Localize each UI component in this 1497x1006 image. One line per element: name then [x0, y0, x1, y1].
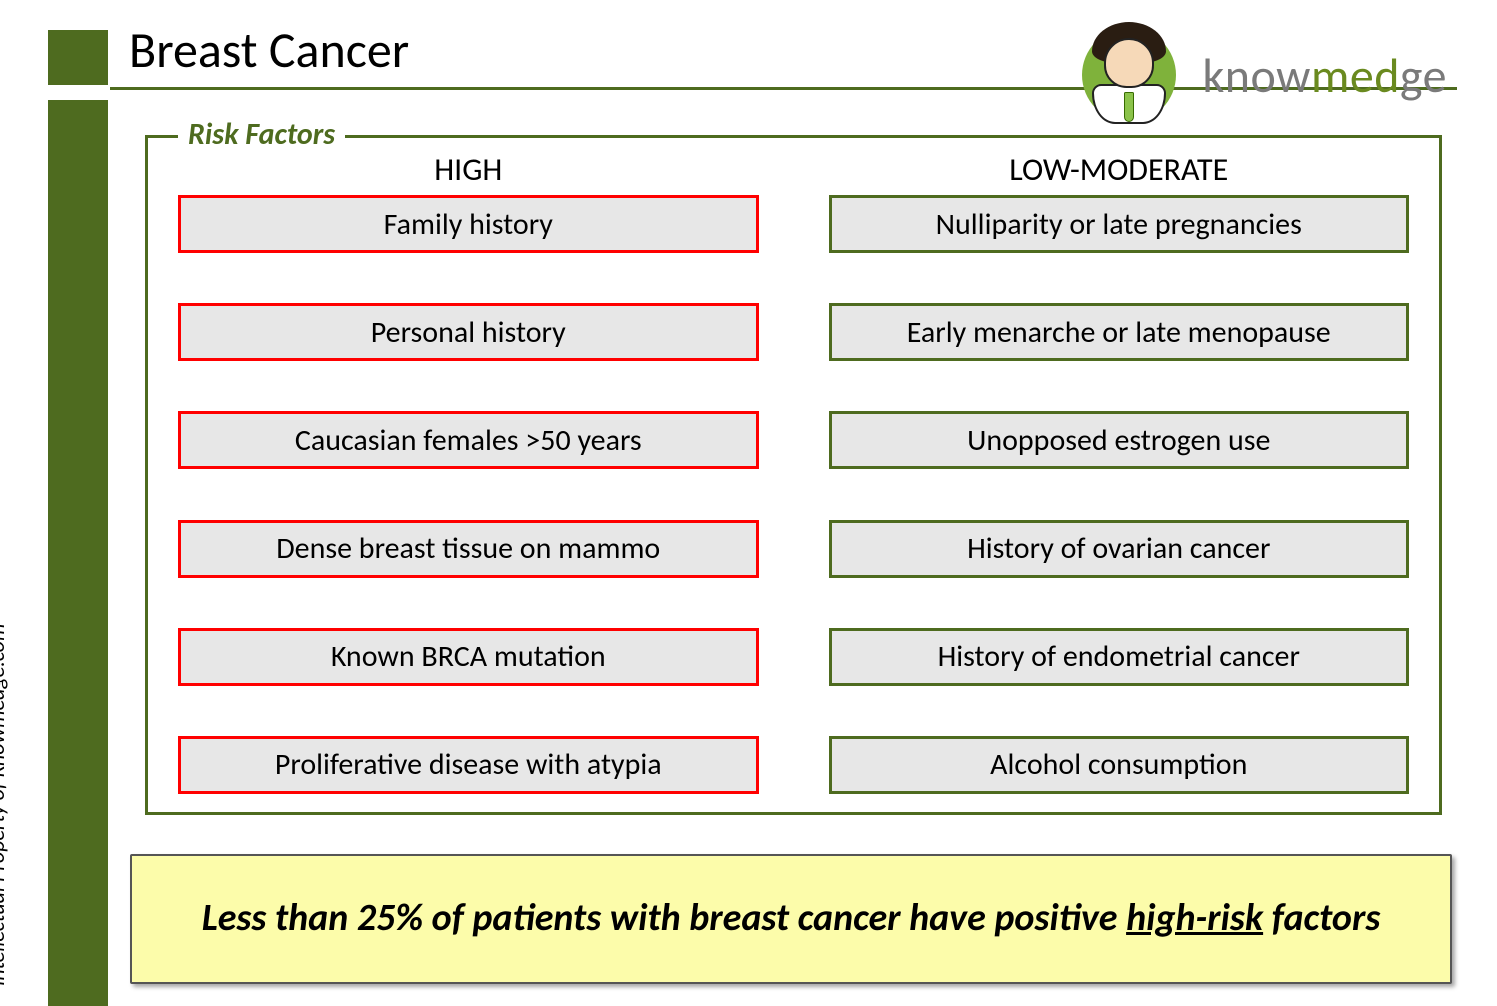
callout-text: Less than 25% of patients with breast ca… — [202, 895, 1381, 943]
low-risk-item: Nulliparity or late pregnancies — [829, 195, 1410, 253]
high-risk-item: Known BRCA mutation — [178, 628, 759, 686]
high-risk-item: Family history — [178, 195, 759, 253]
brand-part-3: ge — [1400, 46, 1447, 105]
copyright-text: Intellectual Property of Knowmedge.com — [0, 624, 10, 986]
low-risk-item: Alcohol consumption — [829, 736, 1410, 794]
high-risk-item: Proliferative disease with atypia — [178, 736, 759, 794]
callout-post: factors — [1263, 895, 1380, 941]
low-risk-item: History of ovarian cancer — [829, 520, 1410, 578]
summary-callout: Less than 25% of patients with breast ca… — [130, 854, 1452, 984]
rail-accent-bar — [48, 100, 108, 1006]
brand-part-1: know — [1202, 46, 1310, 105]
high-risk-column: HIGH Family history Personal history Cau… — [178, 150, 759, 794]
low-risk-item: Early menarche or late menopause — [829, 303, 1410, 361]
doctor-avatar-icon — [1074, 20, 1184, 130]
high-risk-item: Caucasian females >50 years — [178, 411, 759, 469]
risk-columns: HIGH Family history Personal history Cau… — [178, 150, 1409, 794]
left-rail: Intellectual Property of Knowmedge.com — [0, 0, 115, 1006]
high-risk-item: Dense breast tissue on mammo — [178, 520, 759, 578]
low-moderate-column: LOW-MODERATE Nulliparity or late pregnan… — [829, 150, 1410, 794]
brand-part-2: med — [1311, 46, 1400, 105]
avatar-tie — [1124, 92, 1134, 122]
risk-factors-box: Risk Factors HIGH Family history Persona… — [145, 135, 1442, 815]
high-risk-item: Personal history — [178, 303, 759, 361]
rail-accent-square — [48, 30, 108, 85]
low-risk-item: History of endometrial cancer — [829, 628, 1410, 686]
low-risk-items: Nulliparity or late pregnancies Early me… — [829, 195, 1410, 794]
brand-area: knowmedge — [1074, 20, 1447, 130]
high-risk-items: Family history Personal history Caucasia… — [178, 195, 759, 794]
low-risk-item: Unopposed estrogen use — [829, 411, 1410, 469]
callout-emphasis: high-risk — [1126, 895, 1263, 941]
high-column-header: HIGH — [178, 150, 759, 189]
low-column-header: LOW-MODERATE — [829, 150, 1410, 189]
callout-pre: Less than 25% of patients with breast ca… — [202, 895, 1126, 941]
avatar-face — [1104, 38, 1154, 88]
brand-wordmark: knowmedge — [1202, 46, 1447, 105]
risk-factors-legend: Risk Factors — [178, 116, 345, 153]
